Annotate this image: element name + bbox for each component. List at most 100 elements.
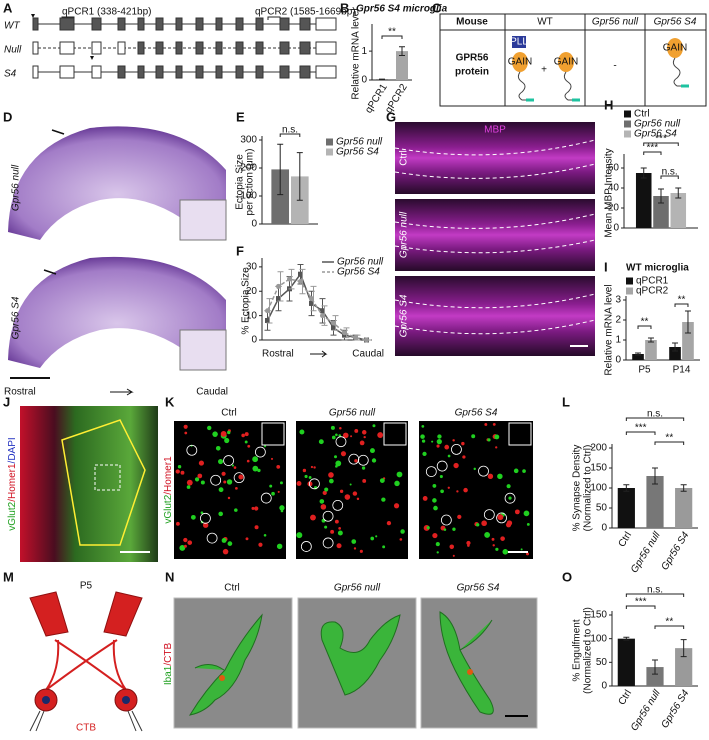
panel-letter: M bbox=[3, 569, 14, 584]
x-tick-label: Gpr56 S4 bbox=[659, 530, 691, 572]
x-axis-label: Rostral bbox=[262, 349, 294, 360]
bar bbox=[646, 667, 664, 686]
y-tick-label: 60 bbox=[608, 163, 620, 174]
panel-letter: D bbox=[3, 109, 12, 124]
punctum bbox=[331, 435, 336, 440]
punctum bbox=[234, 508, 238, 512]
y-axis-label: Mean MBP Intensity bbox=[604, 148, 615, 237]
punctum bbox=[269, 484, 273, 488]
punctum bbox=[508, 496, 512, 500]
column-label: Ctrl bbox=[224, 583, 240, 594]
punctum bbox=[194, 477, 200, 482]
microglia bbox=[188, 613, 263, 716]
punctum bbox=[202, 522, 209, 528]
stain: vGlut2 bbox=[163, 494, 174, 523]
y-tick-label: 0 bbox=[361, 75, 367, 86]
exon bbox=[315, 17, 337, 31]
punctum bbox=[335, 433, 338, 437]
pll-domain bbox=[512, 36, 526, 48]
punctum bbox=[352, 491, 358, 496]
punctum bbox=[354, 459, 358, 463]
exon bbox=[32, 41, 39, 55]
punctum bbox=[443, 528, 447, 531]
exon bbox=[255, 41, 264, 55]
punctum bbox=[456, 490, 459, 493]
stain-label: vGlut2/Homer1 bbox=[163, 456, 174, 524]
column-label: Gpr56 S4 bbox=[455, 408, 498, 419]
significance-bracket bbox=[643, 151, 662, 155]
stain: /DAPI bbox=[7, 437, 18, 463]
stain: Iba1 bbox=[163, 665, 174, 685]
legend-swatch bbox=[624, 110, 631, 118]
synapse-ring bbox=[254, 446, 266, 458]
punctum bbox=[463, 487, 468, 493]
boundary bbox=[394, 139, 596, 335]
panel-letter: L bbox=[562, 394, 570, 409]
punctum bbox=[371, 458, 377, 463]
punctum bbox=[372, 424, 376, 428]
punctum bbox=[221, 471, 226, 476]
punctum bbox=[180, 470, 185, 475]
primer-label: qPCR1 (338-421bp) bbox=[62, 7, 152, 18]
exon bbox=[315, 65, 337, 79]
punctum bbox=[361, 466, 366, 470]
y-tick-label: 0 bbox=[613, 223, 619, 234]
punctum bbox=[270, 457, 274, 460]
punctum bbox=[340, 451, 347, 457]
needle bbox=[29, 710, 143, 732]
mbp-image bbox=[395, 276, 595, 356]
exon bbox=[59, 17, 75, 31]
punctum bbox=[334, 519, 339, 524]
punctum bbox=[421, 425, 425, 428]
punctum bbox=[523, 510, 530, 517]
punctum bbox=[177, 465, 182, 469]
legend-label: Gpr56 S4 bbox=[337, 267, 380, 278]
punctum bbox=[330, 529, 335, 534]
table-cell: - bbox=[613, 61, 616, 72]
punctum bbox=[354, 429, 359, 433]
punctum bbox=[500, 536, 505, 541]
punctum bbox=[487, 438, 491, 442]
significance-label: n.s. bbox=[282, 125, 298, 136]
punctum bbox=[184, 431, 188, 435]
error-bar bbox=[647, 337, 654, 343]
significance-label: *** bbox=[635, 597, 647, 608]
significance-label: n.s. bbox=[647, 409, 663, 420]
punctum bbox=[223, 480, 227, 484]
punctum bbox=[304, 474, 308, 479]
punctum bbox=[344, 495, 348, 498]
significance-bracket bbox=[625, 417, 685, 421]
legend-label: qPCR2 bbox=[636, 286, 669, 297]
punctum bbox=[299, 429, 305, 435]
synapse-ring bbox=[260, 492, 272, 504]
y-tick-label: 30 bbox=[246, 262, 258, 273]
exon bbox=[315, 41, 337, 55]
exon bbox=[215, 41, 223, 55]
panel-letter: I bbox=[604, 259, 608, 274]
punctum bbox=[328, 472, 334, 478]
marker bbox=[276, 296, 281, 302]
confocal-image bbox=[20, 406, 158, 562]
bar bbox=[682, 322, 694, 360]
synapse-ring bbox=[440, 514, 452, 526]
punctum bbox=[320, 504, 327, 510]
exon bbox=[117, 65, 126, 79]
significance-bracket bbox=[381, 35, 403, 39]
synapse-ring bbox=[357, 454, 369, 466]
retinogeniculate-diagram: P5 CTB bbox=[29, 581, 143, 734]
panel-letter: J bbox=[3, 394, 10, 409]
exon bbox=[195, 17, 204, 31]
punctum bbox=[227, 541, 233, 547]
x-tick-label: P14 bbox=[673, 365, 691, 376]
punctum bbox=[452, 554, 455, 557]
punctum bbox=[484, 532, 491, 538]
y-axis-label: (Normalized to Ctrl) bbox=[583, 607, 594, 694]
punctum bbox=[321, 518, 326, 523]
bar bbox=[396, 51, 408, 80]
marker bbox=[320, 308, 325, 314]
punctum bbox=[520, 548, 523, 551]
row-label: Gpr56 null bbox=[11, 164, 22, 211]
y-axis-label: Relative mRNA level bbox=[604, 284, 615, 375]
y-axis-label: Relative mRNA level bbox=[351, 8, 362, 99]
punctum bbox=[359, 440, 365, 446]
